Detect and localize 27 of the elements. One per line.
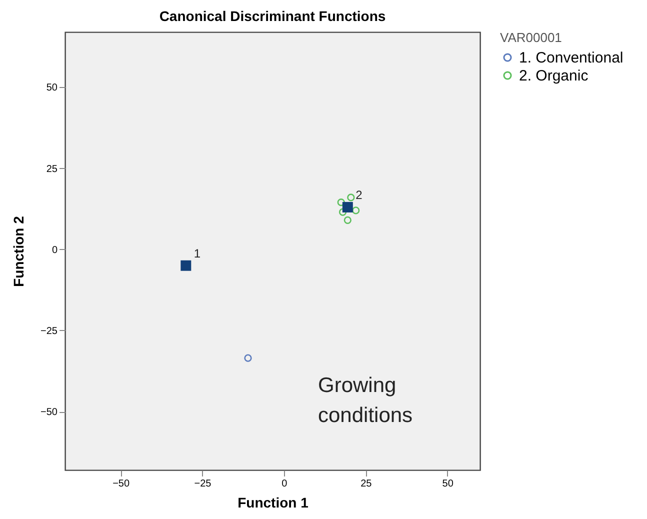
point <box>337 198 345 206</box>
x-tick-label: 25 <box>360 478 372 490</box>
x-axis-title: Function 1 <box>238 494 309 510</box>
y-tick-label: −50 <box>40 407 58 418</box>
annotation: 2 <box>356 188 363 202</box>
chart-title: Canonical Discriminant Functions <box>159 8 386 24</box>
x-tick-label: −25 <box>194 478 212 490</box>
legend-title: VAR00001 <box>500 30 562 45</box>
point <box>342 202 353 212</box>
x-tick-label: 0 <box>282 478 288 490</box>
point <box>344 216 352 224</box>
legend-label: 2. Organic <box>519 68 589 84</box>
y-tick-label: −25 <box>40 326 58 337</box>
point <box>338 208 347 216</box>
y-tick-label: 50 <box>46 82 58 94</box>
y-axis-title: Function 2 <box>10 216 27 287</box>
point <box>352 206 360 214</box>
point <box>244 354 252 362</box>
legend-label: 1. Conventional <box>519 50 624 66</box>
x-tick-label: 50 <box>442 478 454 490</box>
y-tick-label: 0 <box>52 244 58 256</box>
point <box>180 260 192 271</box>
point <box>347 194 355 202</box>
annotation: 1 <box>194 246 201 261</box>
annotation: Growing conditions <box>318 374 413 427</box>
x-tick-label: −50 <box>112 478 130 490</box>
y-tick-label: 25 <box>46 164 58 175</box>
